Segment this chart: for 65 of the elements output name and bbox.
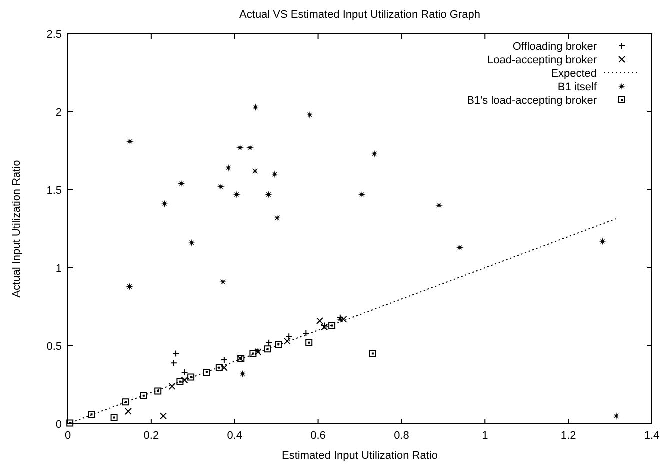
legend-label: B1's load-accepting broker [467,94,598,107]
x-tick-label: 0.2 [144,430,160,442]
y-tick-label: 2.5 [46,28,62,41]
x-tick-label: 0.4 [227,430,243,442]
point [188,374,195,381]
point [369,350,376,358]
x-tick-label: 1 [482,430,488,442]
legend-label: Load-accepting broker [488,54,598,66]
point [264,190,272,198]
point [160,200,169,208]
point [251,167,260,176]
y-tick-label: 0.5 [46,340,62,353]
point [250,350,257,358]
point [233,190,241,198]
point [126,138,134,146]
point [203,369,210,376]
point [188,239,196,247]
point [160,412,168,420]
point [236,144,244,152]
point [66,420,74,427]
point [435,202,444,210]
x-tick-label: 0 [64,430,72,442]
point [238,370,247,378]
legend-label: Offloading broker [512,40,598,53]
x-axis-title: Estimated Input Utilization Ratio [282,450,438,462]
point [140,392,148,400]
point [217,183,225,191]
point [612,412,620,420]
point [456,244,464,252]
x-tick-label: 0.8 [394,430,410,442]
y-tick-label: 0 [56,418,62,431]
point [275,340,282,348]
point [124,408,132,416]
point [306,111,314,119]
point [598,238,607,246]
point [176,378,184,386]
y-tick-label: 1.5 [46,184,62,197]
point [252,104,260,112]
point [271,170,279,178]
point [154,388,162,395]
x-tick-label: 1.2 [560,430,576,442]
y-tick-label: 2 [56,106,62,119]
point [358,190,366,198]
y-tick-label: 1 [56,262,62,275]
chart-title: Actual VS Estimated Input Utilization Ratio Graph [240,9,480,21]
point [246,144,254,152]
point [328,322,336,330]
x-tick-label: 1.4 [644,430,660,442]
legend-label: B1 itself [558,81,598,94]
point [219,278,227,286]
point [216,364,223,372]
point [264,346,272,353]
x-tick-label: 0.6 [310,430,326,442]
point [126,282,134,291]
point [88,411,96,418]
point [306,339,313,346]
point [316,318,324,325]
point [224,164,232,172]
y-axis-title: Actual Input Utilization Ratio [11,160,23,298]
point [370,150,378,158]
legend-label: Expected [551,68,597,80]
point [178,180,186,188]
point [274,214,282,222]
point [110,414,118,422]
point [122,398,130,406]
